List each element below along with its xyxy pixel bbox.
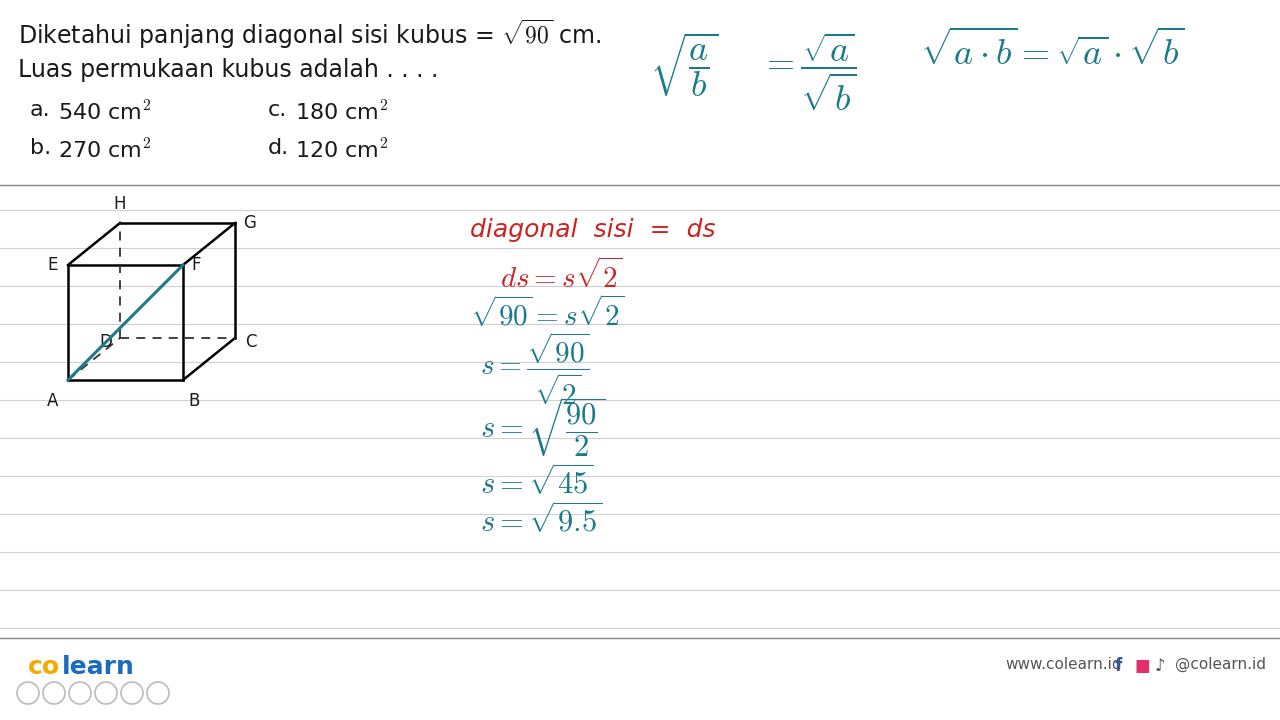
Text: E: E xyxy=(47,256,58,274)
Text: $= \dfrac{\sqrt{a}}{\sqrt{b}}$: $= \dfrac{\sqrt{a}}{\sqrt{b}}$ xyxy=(760,30,856,113)
Text: $\sqrt{90} = s\sqrt{2}$: $\sqrt{90} = s\sqrt{2}$ xyxy=(470,295,625,332)
Text: 270 cm$^2$: 270 cm$^2$ xyxy=(58,138,151,162)
Text: co: co xyxy=(28,655,60,679)
Text: learn: learn xyxy=(61,655,134,679)
Text: $s = \sqrt{9.5}$: $s = \sqrt{9.5}$ xyxy=(480,502,602,538)
Text: b.: b. xyxy=(29,138,51,158)
Text: $\sqrt{\dfrac{a}{b}}$: $\sqrt{\dfrac{a}{b}}$ xyxy=(650,30,719,99)
Text: $s = \sqrt{45}$: $s = \sqrt{45}$ xyxy=(480,464,594,500)
Text: H: H xyxy=(114,195,127,213)
Text: 120 cm$^2$: 120 cm$^2$ xyxy=(294,138,388,162)
Text: $ds = s\sqrt{2}$: $ds = s\sqrt{2}$ xyxy=(500,258,623,294)
Text: G: G xyxy=(243,214,256,232)
Text: $\sqrt{a \cdot b} = \sqrt{a} \cdot \sqrt{b}$: $\sqrt{a \cdot b} = \sqrt{a} \cdot \sqrt… xyxy=(920,30,1184,72)
Text: 180 cm$^2$: 180 cm$^2$ xyxy=(294,100,388,124)
Text: F: F xyxy=(191,256,201,274)
Text: diagonal  sisi  =  ds: diagonal sisi = ds xyxy=(470,218,716,242)
Text: $s = \sqrt{\dfrac{90}{2}}$: $s = \sqrt{\dfrac{90}{2}}$ xyxy=(480,395,605,459)
Text: A: A xyxy=(46,392,58,410)
Text: www.colearn.id: www.colearn.id xyxy=(1005,657,1121,672)
Text: @colearn.id: @colearn.id xyxy=(1175,657,1266,672)
Text: Diketahui panjang diagonal sisi kubus = $\sqrt{90}$ cm.: Diketahui panjang diagonal sisi kubus = … xyxy=(18,18,602,51)
Text: B: B xyxy=(188,392,200,410)
Text: Luas permukaan kubus adalah . . . .: Luas permukaan kubus adalah . . . . xyxy=(18,58,438,82)
Text: ■: ■ xyxy=(1135,657,1151,675)
Text: C: C xyxy=(244,333,256,351)
Text: $s = \dfrac{\sqrt{90}}{\sqrt{2}}$: $s = \dfrac{\sqrt{90}}{\sqrt{2}}$ xyxy=(480,330,589,407)
Text: a.: a. xyxy=(29,100,51,120)
Text: d.: d. xyxy=(268,138,289,158)
Text: 540 cm$^2$: 540 cm$^2$ xyxy=(58,100,151,124)
Text: D: D xyxy=(99,333,113,351)
Text: c.: c. xyxy=(268,100,287,120)
Text: f: f xyxy=(1115,657,1123,675)
Text: ♪: ♪ xyxy=(1155,657,1166,675)
